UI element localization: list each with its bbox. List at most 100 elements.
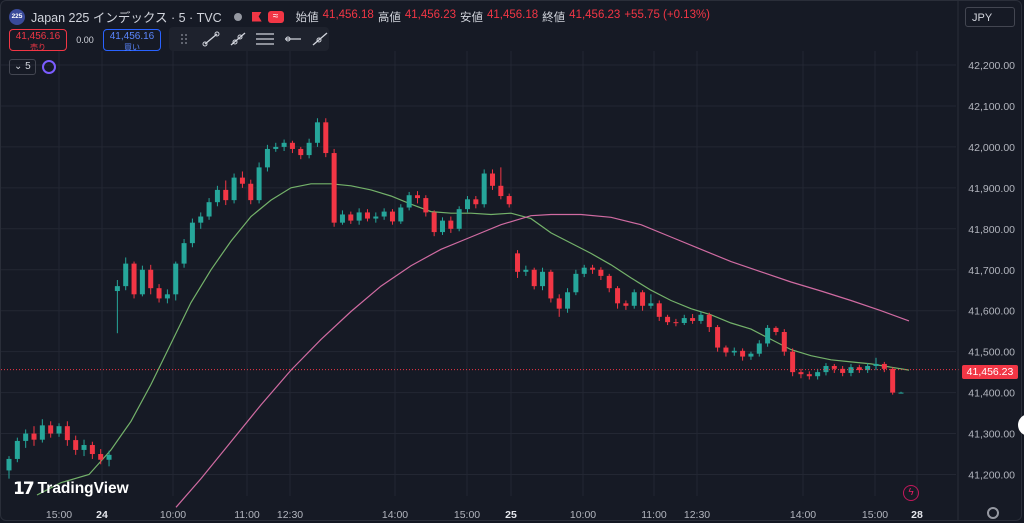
drawing-toolbar: [169, 27, 329, 51]
candle: [248, 183, 254, 201]
drag-handle-icon[interactable]: [175, 30, 194, 48]
candle: [865, 365, 871, 371]
indicator-toggle-button[interactable]: ⌄ 5: [9, 59, 36, 75]
candle: [106, 454, 112, 460]
candle: [715, 327, 721, 348]
candle: [339, 214, 345, 223]
ray-line-icon[interactable]: [229, 30, 248, 48]
candle: [164, 294, 170, 299]
candle: [14, 440, 20, 459]
currency-selector[interactable]: JPY: [965, 7, 1015, 27]
symbol-header: 225 Japan 225 インデックス · 5 · TVC ≈ 始値 41,45…: [9, 7, 710, 26]
x-tick-label: 10:00: [160, 509, 186, 521]
flash-icon[interactable]: ϟ: [903, 485, 919, 501]
candle: [156, 288, 162, 299]
x-tick-label: 15:00: [46, 509, 72, 521]
horizontal-line-icon[interactable]: [283, 30, 302, 48]
ma-fast-line: [36, 183, 910, 496]
logo-text: TradingView: [37, 480, 129, 497]
buy-price: 41,456.16: [109, 31, 155, 42]
candle: [556, 298, 562, 309]
candle: [389, 211, 395, 222]
candle: [131, 263, 137, 295]
symbol-name[interactable]: Japan 225 インデックス · 5 · TVC: [31, 11, 222, 25]
candle: [273, 146, 279, 149]
extended-line-icon[interactable]: [310, 30, 329, 48]
candle: [223, 189, 229, 201]
candle: [806, 374, 812, 377]
candle: [590, 267, 596, 270]
candle: [48, 425, 54, 434]
candle: [690, 318, 696, 321]
candle: [648, 303, 654, 306]
candle: [890, 368, 896, 393]
flag-icon[interactable]: [251, 11, 262, 22]
candle: [706, 314, 712, 328]
edge-handle[interactable]: [1018, 414, 1024, 436]
indicator-count: 5: [25, 61, 31, 72]
y-tick-label: 42,100.00: [968, 101, 1015, 113]
last-price-label: 41,456.23: [962, 365, 1018, 379]
candle: [790, 351, 796, 373]
candle: [364, 212, 370, 219]
candle: [756, 343, 762, 354]
x-tick-label: 10:00: [570, 509, 596, 521]
candle: [773, 327, 779, 332]
candle: [881, 363, 887, 369]
candle: [448, 220, 454, 229]
candle: [523, 269, 529, 272]
candle: [840, 368, 846, 373]
candle: [606, 275, 612, 289]
candle: [6, 458, 12, 471]
candle: [823, 365, 829, 373]
sell-button[interactable]: 41,456.16 売り: [9, 29, 67, 52]
buy-button[interactable]: 41,456.16 買い: [103, 29, 161, 52]
buy-label: 買い: [124, 43, 140, 52]
candle: [548, 271, 554, 299]
candle: [256, 167, 262, 201]
candle: [798, 372, 804, 375]
indicator-settings-icon[interactable]: [41, 60, 56, 74]
x-tick-label: 25: [505, 509, 517, 521]
candle: [114, 286, 120, 292]
indicator-row: ⌄ 5: [9, 59, 56, 75]
candle: [414, 195, 420, 199]
candle: [298, 148, 304, 156]
x-tick-label: 12:30: [684, 509, 710, 521]
candle: [398, 207, 404, 222]
candle: [473, 199, 479, 205]
close-value: 41,456.23: [569, 8, 621, 21]
y-tick-label: 41,800.00: [968, 224, 1015, 236]
candle: [456, 209, 462, 229]
symbol-badge-icon: 225: [9, 8, 25, 25]
candle: [189, 222, 195, 244]
close-label: 終値: [542, 11, 566, 24]
candle: [64, 426, 70, 441]
candle: [98, 454, 104, 460]
candle: [73, 440, 79, 450]
candle: [356, 212, 362, 221]
delay-icon[interactable]: ≈: [267, 10, 284, 23]
candle: [856, 367, 862, 371]
candle: [681, 318, 687, 323]
candle: [465, 199, 471, 210]
candle: [406, 195, 412, 208]
candle: [373, 216, 379, 219]
candle: [873, 363, 879, 366]
candle: [631, 292, 637, 306]
y-tick-label: 41,500.00: [968, 347, 1015, 359]
gear-icon[interactable]: [987, 507, 999, 519]
ohlc-values: 始値 41,456.18 高値 41,456.23 安値 41,456.18 終値 41…: [296, 9, 710, 25]
y-tick-label: 41,600.00: [968, 306, 1015, 318]
y-tick-label: 42,200.00: [968, 60, 1015, 72]
candle: [490, 173, 496, 186]
high-label: 高値: [377, 11, 401, 24]
candle: [56, 426, 62, 434]
candle: [581, 267, 587, 274]
trend-line-icon[interactable]: [202, 30, 221, 48]
candle: [231, 177, 237, 201]
parallel-channel-icon[interactable]: [255, 30, 275, 48]
candle: [181, 243, 187, 264]
x-tick-label: 11:00: [234, 509, 260, 521]
